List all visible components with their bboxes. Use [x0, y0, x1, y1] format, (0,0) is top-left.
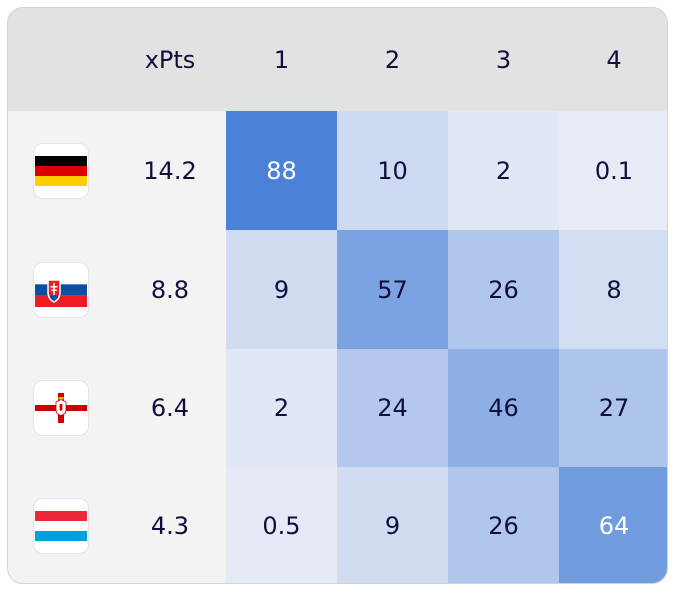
heat-cell: 46: [448, 349, 559, 467]
heat-cell: 88: [226, 111, 337, 230]
heat-cell: 64: [559, 467, 667, 583]
xpts-cell: 14.2: [143, 156, 197, 185]
team-cell-northern-ireland: [8, 349, 114, 467]
heat-cell: 26: [448, 230, 559, 349]
header-position-4: 4: [606, 45, 622, 74]
position-probability-table: xPts 1 2 3 4 14.2 88 10 2 0.1: [7, 7, 668, 584]
heat-cell: 0.5: [226, 467, 337, 583]
header-row: [8, 8, 667, 111]
northern-ireland-flag-icon: [33, 380, 89, 436]
heat-cell: 57: [337, 230, 448, 349]
header-team-column: [8, 8, 114, 111]
slovakia-flag-icon: [33, 261, 89, 318]
team-cell-germany: [8, 111, 114, 230]
heat-cell: 26: [448, 467, 559, 583]
heat-cell: 27: [559, 349, 667, 467]
heat-cell: 2: [448, 111, 559, 230]
xpts-cell: 6.4: [150, 394, 190, 422]
heat-cell: 10: [337, 111, 448, 230]
luxembourg-flag-icon: [33, 498, 89, 554]
header-position-1: 1: [273, 45, 290, 74]
xpts-cell: 4.3: [150, 512, 190, 540]
heat-cell: 9: [337, 467, 448, 583]
heat-cell: 24: [337, 349, 448, 467]
team-cell-slovakia: [8, 230, 114, 349]
header-position-3: 3: [495, 45, 512, 74]
heat-cell: 0.1: [559, 111, 667, 230]
heat-cell: 8: [559, 230, 667, 349]
xpts-cell: 8.8: [150, 275, 190, 304]
header-position-2: 2: [384, 45, 401, 74]
header-xpts: xPts: [144, 45, 196, 74]
germany-flag-icon: [33, 142, 89, 199]
heat-cell: 2: [226, 349, 337, 467]
heat-cell: 9: [226, 230, 337, 349]
team-cell-luxembourg: [8, 467, 114, 583]
